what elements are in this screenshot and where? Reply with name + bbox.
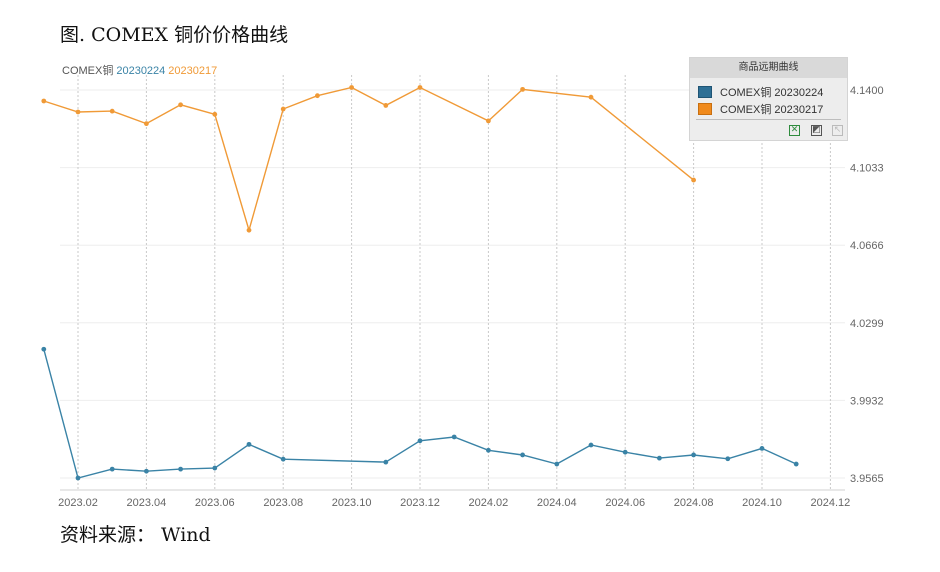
y-tick-label: 4.1033	[850, 163, 884, 175]
data-point	[451, 434, 457, 440]
x-tick-label: 2024.12	[811, 497, 851, 509]
legend-swatch-20230217	[698, 103, 712, 115]
x-tick-label: 2024.10	[742, 497, 782, 509]
y-tick-label: 4.1400	[850, 85, 884, 97]
legend-panel-divider	[696, 119, 841, 120]
data-point	[417, 85, 423, 90]
chart-settings-icon[interactable]: ◩	[811, 125, 822, 136]
x-tick-label: 2024.08	[674, 497, 714, 509]
data-point	[657, 455, 662, 461]
source-note: 资料来源： Wind	[60, 524, 211, 546]
data-point	[212, 111, 218, 117]
legend-panel: 商品远期曲线 COMEX铜 20230224 COMEX铜 20230217 ✕…	[689, 57, 848, 141]
series-line-20230217	[43, 86, 695, 233]
export-excel-icon[interactable]: ✕	[789, 125, 800, 136]
x-tick-label: 2024.06	[605, 497, 645, 509]
data-point	[178, 466, 184, 472]
legend-item-20230224[interactable]: COMEX铜 20230224	[698, 85, 823, 99]
data-point	[793, 461, 799, 467]
data-point	[75, 109, 81, 115]
inline-legend-series-a[interactable]: 20230224	[116, 65, 166, 77]
data-point	[246, 227, 252, 233]
data-point	[520, 452, 525, 458]
legend-item-20230217[interactable]: COMEX铜 20230217	[698, 102, 823, 116]
data-point	[417, 438, 423, 444]
data-point	[280, 456, 286, 462]
data-point	[554, 461, 560, 467]
x-tick-label: 2023.08	[263, 497, 303, 509]
data-point	[75, 475, 81, 481]
x-tick-label: 2023.10	[332, 497, 372, 509]
data-point	[109, 108, 115, 114]
data-point	[280, 106, 286, 112]
data-point	[212, 465, 218, 471]
data-point	[486, 447, 491, 453]
inline-legend-series-b[interactable]: 20230217	[168, 65, 218, 77]
legend-item-label: COMEX铜 20230224	[720, 87, 824, 99]
data-point	[520, 86, 525, 92]
data-point	[691, 452, 696, 458]
data-point	[349, 85, 354, 90]
x-tick-label: 2023.02	[58, 497, 98, 509]
data-point	[144, 121, 149, 127]
x-tick-label: 2023.04	[127, 497, 167, 509]
data-point	[246, 441, 252, 447]
data-point	[41, 346, 47, 352]
y-tick-label: 4.0299	[850, 318, 884, 330]
y-tick-label: 3.9565	[850, 473, 884, 485]
inline-legend: COMEX铜 20230224 20230217	[62, 62, 220, 78]
x-tick-label: 2024.04	[537, 497, 577, 509]
data-point	[383, 459, 389, 465]
data-point	[41, 98, 47, 104]
data-point	[109, 466, 115, 472]
data-point	[622, 449, 628, 455]
figure-title: 图. COMEX 铜价价格曲线	[60, 24, 289, 46]
data-point	[144, 468, 149, 474]
data-point	[588, 442, 594, 448]
inline-legend-label: COMEX铜	[62, 65, 114, 77]
data-point	[725, 456, 731, 462]
x-tick-label: 2024.02	[469, 497, 509, 509]
legend-item-label: COMEX铜 20230217	[720, 104, 824, 116]
y-tick-label: 3.9932	[850, 395, 884, 407]
legend-panel-title: 商品远期曲线	[690, 58, 847, 78]
x-tick-label: 2023.12	[400, 497, 440, 509]
y-tick-label: 4.0666	[850, 240, 884, 252]
data-point	[178, 102, 184, 108]
data-point	[588, 94, 594, 100]
restore-view-icon[interactable]: ↖	[832, 125, 843, 136]
x-tick-label: 2023.06	[195, 497, 235, 509]
data-point	[691, 177, 696, 183]
series-layer	[41, 85, 799, 481]
data-point	[486, 118, 491, 124]
data-point	[383, 103, 389, 108]
axes-layer: 2023.02 2023.04 2023.06 2023.08 2023.10 2023.…	[58, 85, 884, 509]
legend-swatch-20230224	[698, 86, 712, 98]
data-point	[759, 445, 765, 451]
data-point	[315, 93, 320, 99]
